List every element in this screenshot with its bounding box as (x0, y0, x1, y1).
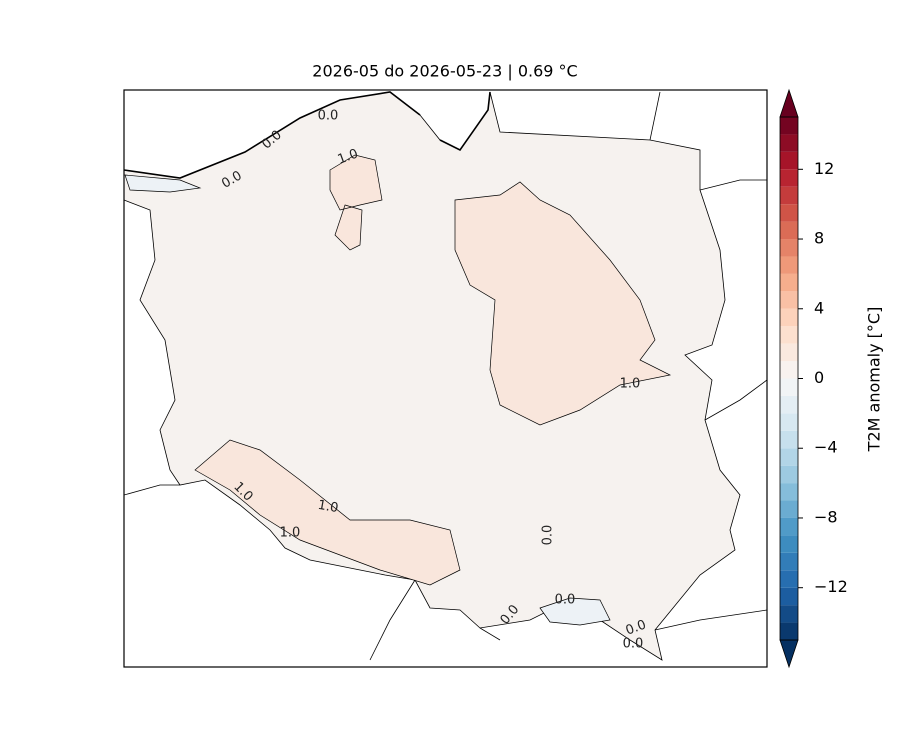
colorbar-band (780, 361, 798, 379)
colorbar-tick-label: −4 (814, 438, 838, 457)
coastline (124, 91, 491, 179)
colorbar-band (780, 622, 798, 640)
contour-label: 1.0 (336, 146, 361, 167)
contour-label: 0.0 (623, 637, 644, 652)
colorbar-band (780, 186, 798, 205)
contour-label: 0.0 (555, 593, 576, 608)
colorbar-tick-label: 0 (814, 368, 824, 387)
colorbar-tick-label: −8 (814, 507, 838, 526)
colorbar-band (780, 395, 798, 414)
colorbar: −12 −8 −4 0 4 8 12 (779, 88, 848, 669)
contour-label: 0.0 (624, 617, 649, 638)
colorbar-band (780, 465, 798, 484)
colorbar-band (780, 221, 798, 240)
neighbour-border (124, 91, 767, 661)
anomaly-region (454, 181, 672, 426)
colorbar-band (780, 291, 798, 309)
colorbar-label: T2M anomaly [°C] (865, 307, 884, 453)
colorbar-band (780, 326, 798, 344)
map-title: 2026-05 do 2026-05-23 | 0.69 °C (312, 62, 577, 81)
colorbar-band (780, 500, 798, 518)
contour-label: 0.0 (541, 525, 556, 546)
colorbar-extend (779, 88, 799, 118)
colorbar-band (780, 605, 798, 623)
anomaly-region-cold (124, 174, 611, 626)
colorbar-band (780, 343, 798, 362)
colorbar-band (780, 483, 798, 501)
colorbar-band (780, 273, 798, 292)
colorbar-band (780, 413, 798, 431)
colorbar-band (780, 117, 798, 135)
colorbar-band (780, 134, 798, 152)
contour-label: 0.0 (318, 109, 339, 124)
colorbar-band (780, 169, 798, 187)
colorbar-tick-label: −12 (814, 577, 848, 596)
map-frame (123, 89, 768, 668)
colorbar-band (780, 204, 798, 222)
contour-label: 1.0 (620, 377, 641, 392)
colorbar-band (780, 517, 798, 536)
anomaly-region (329, 154, 383, 251)
colorbar-band (780, 239, 798, 257)
colorbar-band (780, 535, 798, 553)
colorbar-band (780, 308, 798, 327)
map-area (124, 91, 767, 661)
colorbar-band (780, 448, 798, 466)
colorbar-extend (779, 639, 799, 669)
colorbar-band (780, 587, 798, 606)
anomaly-region (194, 439, 461, 586)
colorbar-band (780, 378, 798, 396)
colorbar-tick-label: 8 (814, 229, 824, 248)
colorbar-tick-label: 4 (814, 298, 824, 317)
contour-label: 1.0 (317, 498, 340, 516)
contour-label: 1.0 (280, 526, 301, 541)
colorbar-tick-label: 12 (814, 159, 834, 178)
colorbar-band (780, 552, 798, 571)
colorbar-band (780, 570, 798, 588)
colorbar-band (780, 151, 798, 170)
colorbar-band (780, 430, 798, 449)
colorbar-band (780, 256, 798, 274)
